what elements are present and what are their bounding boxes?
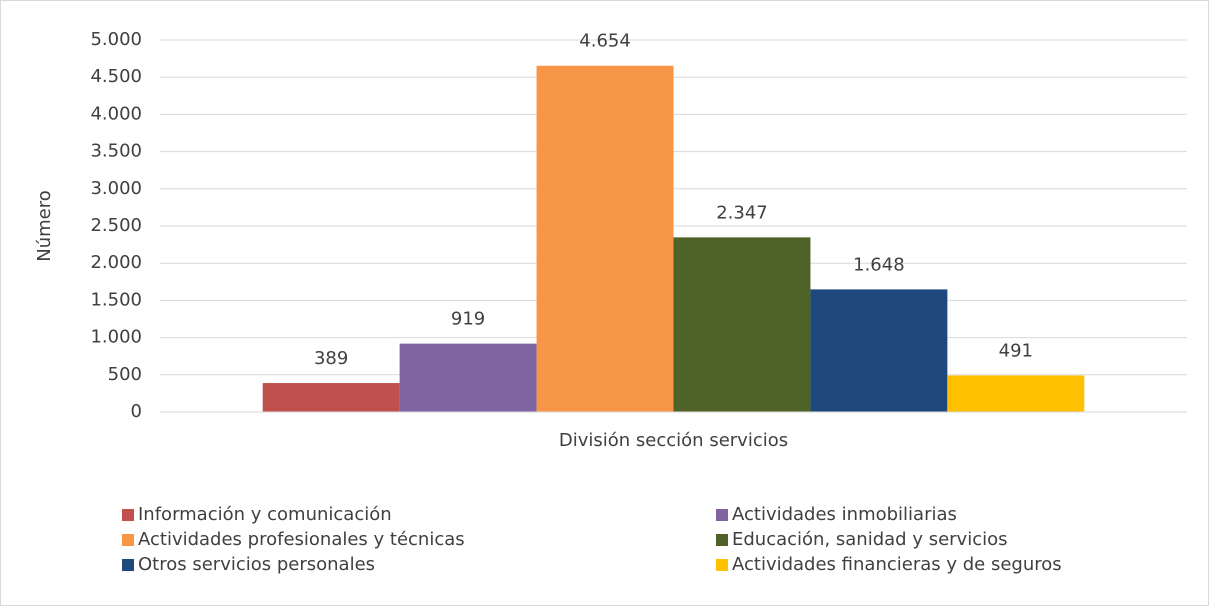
x-tick-label: División sección servicios — [559, 430, 788, 451]
y-tick-label: 3.000 — [90, 178, 142, 199]
y-tick-label: 2.500 — [90, 215, 142, 236]
data-label: 1.648 — [853, 254, 905, 275]
bar — [947, 375, 1085, 412]
bar — [810, 289, 948, 412]
legend-swatch — [122, 559, 134, 571]
legend-swatch — [122, 509, 134, 521]
legend-label: Otros servicios personales — [138, 554, 375, 575]
bar — [536, 65, 674, 412]
legend-label: Actividades financieras y de seguros — [732, 554, 1062, 575]
data-label: 389 — [314, 348, 348, 369]
data-label: 2.347 — [716, 202, 768, 223]
data-label: 4.654 — [579, 31, 631, 52]
bar — [673, 237, 811, 412]
legend-swatch — [716, 534, 728, 546]
bar — [262, 383, 400, 412]
legend-label: Información y comunicación — [138, 504, 392, 525]
y-tick-label: 500 — [108, 364, 142, 385]
legend-label: Actividades inmobiliarias — [732, 504, 957, 525]
bar — [399, 343, 537, 412]
y-tick-label: 4.000 — [90, 103, 142, 124]
data-label: 919 — [451, 309, 485, 330]
legend-swatch — [122, 534, 134, 546]
y-tick-label: 3.500 — [90, 141, 142, 162]
y-tick-label: 5.000 — [90, 29, 142, 50]
y-tick-label: 2.000 — [90, 252, 142, 273]
y-axis-label: Número — [34, 190, 55, 262]
y-tick-label: 1.000 — [90, 327, 142, 348]
legend-label: Actividades profesionales y técnicas — [138, 529, 465, 550]
legend-swatch — [716, 559, 728, 571]
y-tick-label: 0 — [131, 401, 142, 422]
legend-swatch — [716, 509, 728, 521]
data-label: 491 — [999, 340, 1033, 361]
legend-label: Educación, sanidad y servicios — [732, 529, 1007, 550]
y-tick-label: 1.500 — [90, 289, 142, 310]
y-tick-label: 4.500 — [90, 66, 142, 87]
